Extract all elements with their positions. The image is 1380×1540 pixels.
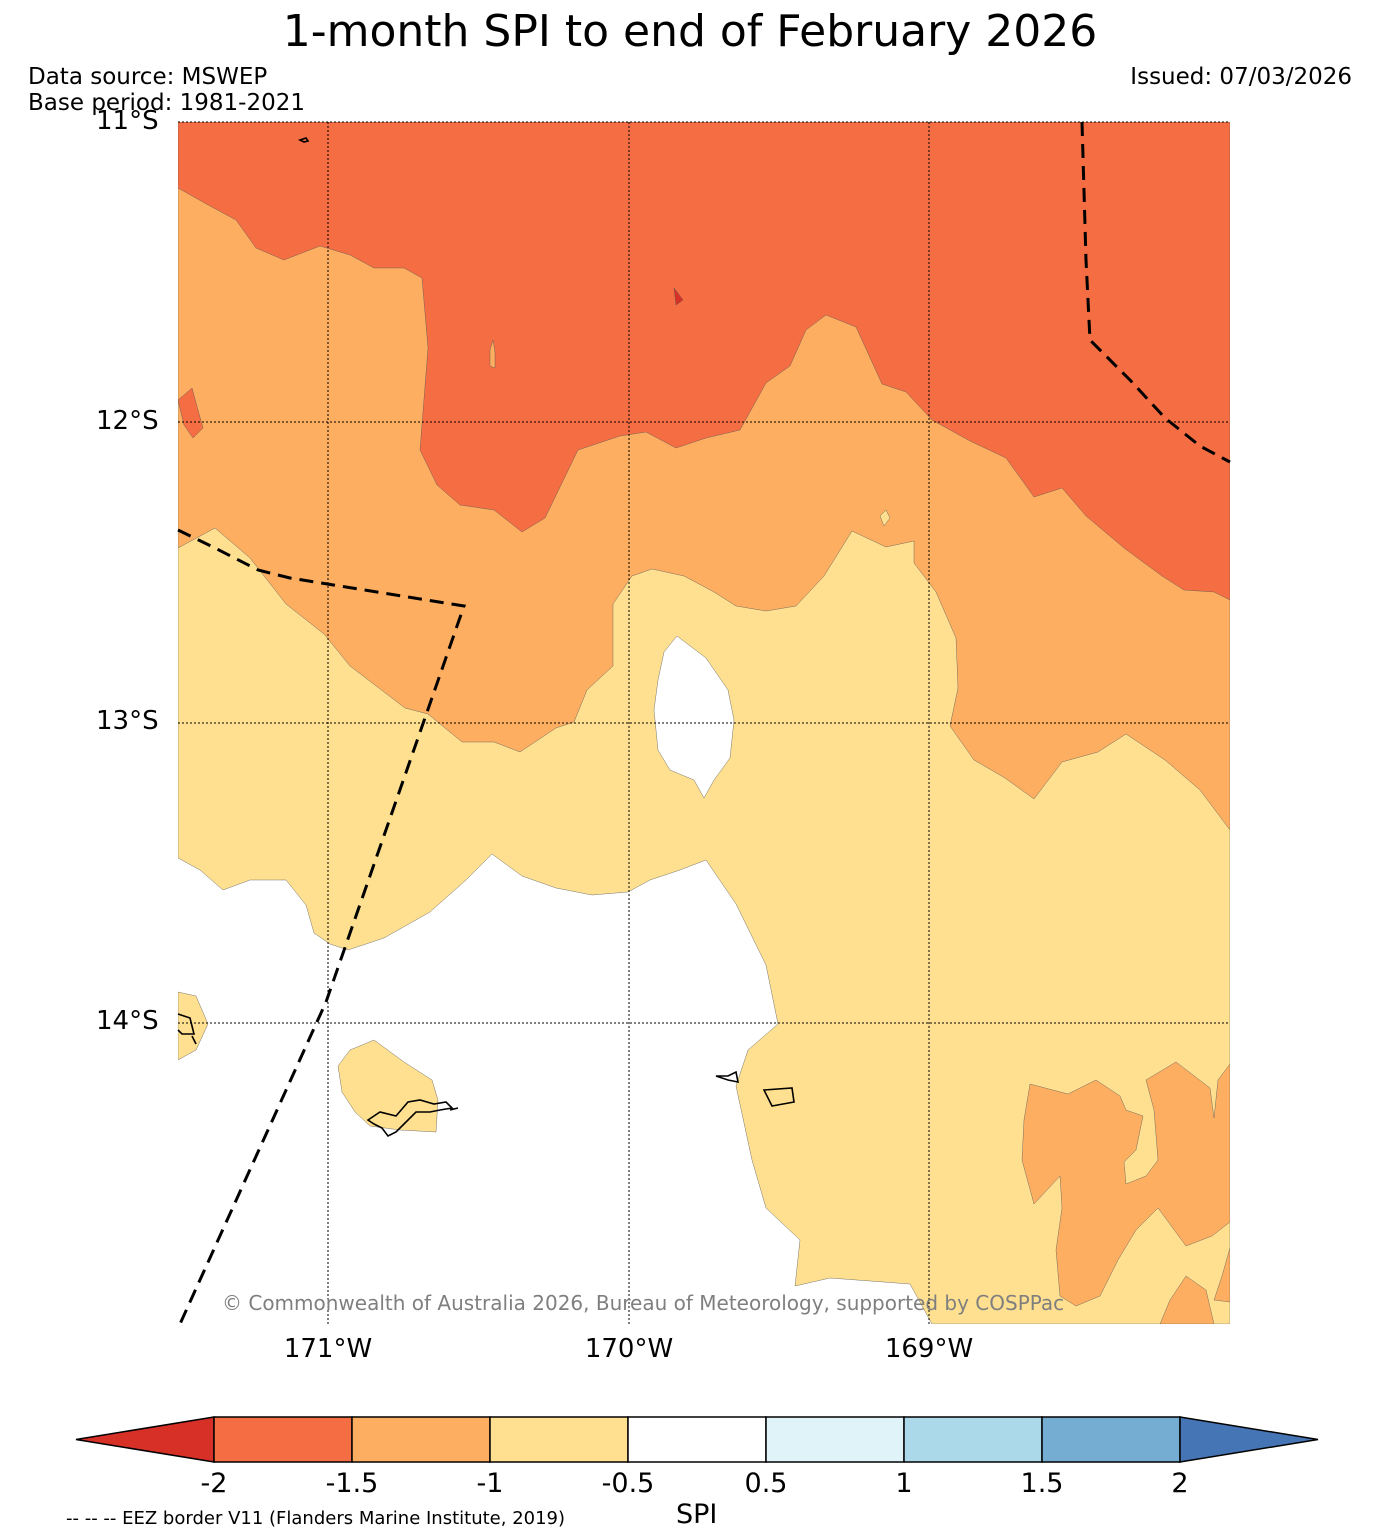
lat-label-13s: 13°S	[96, 706, 159, 736]
colorbar-extend-high	[1179, 1416, 1319, 1463]
colorbar-segment	[627, 1416, 767, 1463]
coastline-tutuila	[366, 1099, 454, 1138]
colorbar-segment	[1041, 1416, 1181, 1463]
colorbar-tick: -1	[476, 1468, 504, 1499]
spi-patch-pale-north	[489, 339, 496, 369]
coastline-upolu-2	[191, 1035, 197, 1045]
lon-label-171w: 171°W	[283, 1334, 373, 1364]
eez-border-east	[1080, 121, 1231, 464]
colorbar-tick: 2	[1171, 1468, 1189, 1499]
colorbar-tick: -0.5	[601, 1468, 655, 1499]
base-period: Base period: 1981-2021	[28, 90, 306, 116]
copyright-notice: © Commonwealth of Australia 2026, Bureau…	[222, 1291, 1065, 1315]
colorbar-segment	[351, 1416, 491, 1463]
colorbar-segment	[765, 1416, 905, 1463]
colorbar-label: SPI	[676, 1499, 718, 1530]
lat-label-11s: 11°S	[96, 106, 159, 136]
coastline-tau	[762, 1087, 795, 1107]
coastline-aunuu	[449, 1107, 459, 1111]
spi-patch-southeast-3	[1159, 1275, 1215, 1324]
spi-patch-southeast-2	[1213, 1247, 1230, 1303]
colorbar-segment	[213, 1416, 353, 1463]
spi-patch-pale-east	[879, 509, 891, 527]
spi-normal-patch-central	[653, 635, 735, 799]
spi-patch-severe-north	[673, 287, 684, 306]
lat-label-14s: 14°S	[96, 1006, 159, 1036]
colorbar-tick: 1.5	[1020, 1468, 1064, 1499]
map-title: 1-month SPI to end of February 2026	[282, 6, 1098, 57]
spi-class-extremely-dry-region	[178, 122, 1230, 601]
spi-patch-island-1	[337, 1039, 439, 1133]
eez-legend-note: -- -- -- EEZ border V11 (Flanders Marine…	[66, 1508, 566, 1529]
coastline-upolu	[177, 1013, 196, 1035]
colorbar-extend-low	[75, 1416, 215, 1463]
eez-borders	[177, 121, 1231, 1325]
eez-border-west	[177, 528, 467, 1325]
coastline-swains	[297, 137, 310, 143]
colorbar-tick: -1.5	[325, 1468, 379, 1499]
data-source: Data source: MSWEP	[28, 64, 268, 90]
issued-date: Issued: 07/03/2026	[1130, 64, 1352, 90]
colorbar-segment	[903, 1416, 1043, 1463]
lon-label-169w: 169°W	[884, 1334, 974, 1364]
spi-patch-west-edge	[178, 991, 209, 1061]
spi-map	[177, 121, 1231, 1325]
colorbar-tick: 0.5	[744, 1468, 788, 1499]
coastlines	[177, 137, 795, 1138]
lon-label-170w: 170°W	[584, 1334, 674, 1364]
gridlines	[178, 121, 1230, 1324]
colorbar-segment	[489, 1416, 629, 1463]
colorbar-tick: -2	[200, 1468, 228, 1499]
lat-label-12s: 12°S	[96, 406, 159, 436]
spi-patch-southeast-1	[1021, 1061, 1230, 1307]
spi-patch-extreme-west	[178, 387, 204, 439]
coastline-ofu	[715, 1070, 740, 1084]
colorbar-tick: 1	[895, 1468, 913, 1499]
